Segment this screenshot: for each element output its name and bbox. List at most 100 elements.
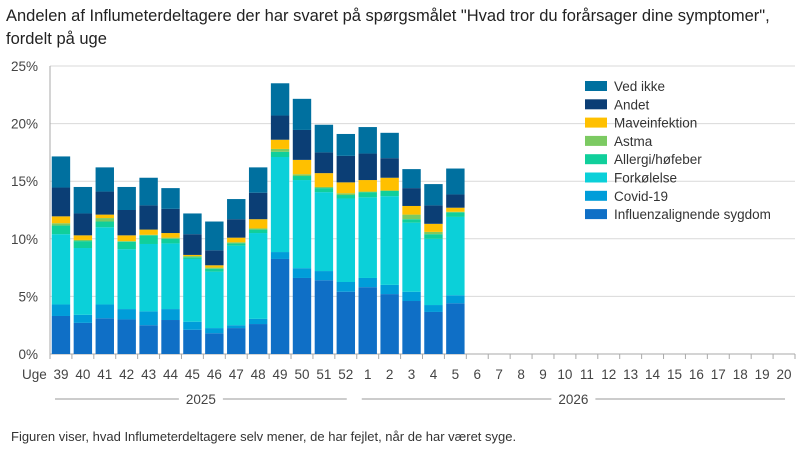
year-label: 2025 — [186, 392, 216, 407]
x-tick-label: 1 — [364, 367, 372, 382]
bar-segment — [292, 159, 312, 175]
x-tick-label: 18 — [733, 367, 748, 382]
legend-swatch — [585, 209, 607, 220]
bar-segment — [314, 152, 334, 174]
bar-segment — [95, 304, 114, 319]
bar-segment — [161, 243, 180, 310]
bar-segment — [314, 271, 334, 281]
bar-segment — [95, 167, 114, 192]
bar-segment — [358, 192, 377, 198]
y-tick-label: 0% — [18, 347, 38, 362]
bar-segment — [95, 221, 114, 228]
bar-segment — [314, 188, 334, 193]
bar-segment — [314, 173, 334, 187]
bar-segment — [161, 237, 180, 239]
x-tick-label: 20 — [777, 367, 792, 382]
bar-segment — [270, 83, 290, 116]
bar-segment — [227, 237, 246, 243]
bar-segment — [446, 168, 465, 195]
bar-segment — [183, 258, 202, 322]
bar-segment — [314, 186, 334, 189]
bar-segment — [227, 199, 246, 220]
x-tick-label: 49 — [273, 367, 288, 382]
bar-segment — [139, 325, 158, 354]
bar-segment — [446, 207, 465, 212]
bar-segment — [270, 258, 290, 354]
bar-segment — [270, 252, 290, 259]
bar-segment — [51, 234, 71, 305]
legend-swatch — [585, 172, 607, 183]
year-label: 2026 — [558, 392, 588, 407]
chart-title: Andelen af Influmeterdeltagere der har s… — [6, 7, 770, 48]
x-tick-label: 43 — [141, 367, 156, 382]
bar-segment — [292, 176, 312, 181]
bar-segment — [205, 271, 224, 329]
x-tick-label: 45 — [185, 367, 200, 382]
bar-segment — [446, 194, 465, 208]
bar-segment — [314, 280, 334, 354]
bar-segment — [183, 329, 202, 354]
y-tick-label: 20% — [11, 117, 38, 132]
x-tick-label: 52 — [338, 367, 353, 382]
x-axis-label: Uge — [22, 367, 47, 382]
bar-segment — [424, 311, 443, 354]
bar-segment — [292, 129, 312, 160]
bar-segment — [227, 325, 246, 329]
bar-segment — [139, 234, 158, 236]
bar-segment — [117, 241, 136, 242]
bar-segment — [183, 257, 202, 259]
bar-segment — [117, 319, 136, 354]
x-tick-label: 14 — [645, 367, 661, 382]
bar-segment — [402, 169, 421, 189]
x-tick-label: 44 — [163, 367, 179, 382]
bar-segment — [292, 180, 312, 269]
bar-segment — [270, 115, 290, 140]
bar-segment — [292, 174, 312, 177]
bar-segment — [95, 214, 114, 219]
bar-segment — [117, 241, 136, 250]
legend-swatch — [585, 81, 607, 91]
legend-swatch — [585, 135, 607, 146]
bar-segment — [336, 182, 356, 194]
bar-segment — [402, 222, 421, 292]
legend-label: Forkølelse — [614, 171, 677, 186]
x-tick-label: 9 — [539, 367, 547, 382]
bar-segment — [227, 328, 246, 354]
bar-segment — [73, 248, 93, 315]
bar-segment — [402, 205, 421, 215]
bar-segment — [292, 268, 312, 278]
bar-segment — [358, 180, 377, 192]
bar-segment — [227, 243, 246, 246]
x-tick-label: 6 — [474, 367, 482, 382]
bar-segment — [73, 186, 93, 214]
bar-segment — [270, 148, 290, 152]
bar-segment — [380, 196, 399, 285]
bar-segment — [139, 205, 158, 230]
bar-segment — [73, 235, 93, 240]
x-tick-label: 7 — [495, 367, 503, 382]
bar-segment — [270, 151, 290, 158]
bar-segment — [336, 155, 356, 183]
legend-swatch — [585, 99, 607, 110]
bar-segment — [183, 256, 202, 258]
bar-segment — [314, 192, 334, 272]
bar-segment — [117, 186, 136, 210]
bar-segment — [51, 156, 71, 188]
bar-segment — [424, 305, 443, 312]
bar-segment — [380, 177, 399, 191]
bar-segment — [446, 295, 465, 304]
x-tick-label: 46 — [207, 367, 222, 382]
bar-segment — [95, 191, 114, 215]
bar-segment — [336, 198, 356, 282]
x-tick-label: 50 — [294, 367, 309, 382]
x-tick-label: 48 — [251, 367, 266, 382]
x-tick-label: 47 — [229, 367, 244, 382]
bar-segment — [358, 197, 377, 278]
bar-segment — [336, 193, 356, 196]
x-tick-label: 5 — [452, 367, 460, 382]
bar-segment — [292, 98, 312, 130]
bar-segment — [73, 241, 93, 249]
bar-segment — [424, 231, 443, 235]
bar-segment — [95, 218, 114, 222]
